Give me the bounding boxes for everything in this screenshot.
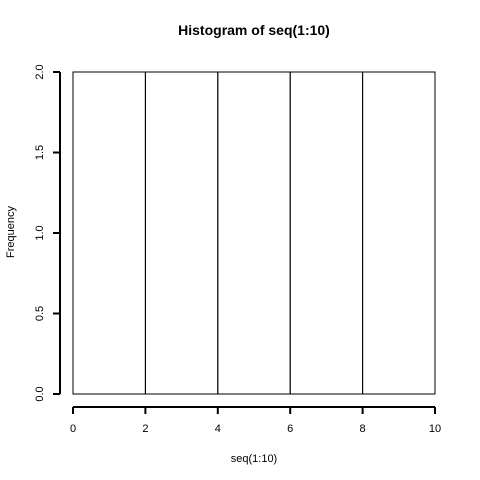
y-axis-ticks: 0.0 0.5 1.0 1.5 2.0 bbox=[34, 64, 60, 402]
histogram-bar-1 bbox=[72, 71, 146, 395]
histogram-bar-4 bbox=[289, 71, 364, 395]
x-axis-label: seq(1:10) bbox=[231, 453, 277, 465]
histogram-bars bbox=[72, 71, 436, 395]
x-axis-ticks: 0 2 4 6 8 10 bbox=[70, 407, 441, 435]
x-tick-label-1: 2 bbox=[142, 423, 148, 435]
y-tick-label-1: 0.5 bbox=[34, 306, 46, 321]
chart-title: Histogram of seq(1:10) bbox=[178, 22, 330, 38]
x-tick-label-5: 10 bbox=[429, 423, 441, 435]
x-tick-label-2: 4 bbox=[215, 423, 221, 435]
x-tick-label-3: 6 bbox=[287, 423, 293, 435]
y-tick-label-4: 2.0 bbox=[34, 64, 46, 79]
y-tick-label-2: 1.0 bbox=[34, 225, 46, 240]
histogram-bar-3 bbox=[217, 71, 291, 395]
histogram-bar-2 bbox=[144, 71, 219, 395]
y-axis-label: Frequency bbox=[5, 206, 17, 258]
histogram-bar-5 bbox=[362, 71, 436, 395]
x-tick-label-0: 0 bbox=[70, 423, 76, 435]
y-tick-label-3: 1.5 bbox=[34, 145, 46, 160]
y-tick-label-0: 0.0 bbox=[34, 386, 46, 401]
x-tick-label-4: 8 bbox=[360, 423, 366, 435]
